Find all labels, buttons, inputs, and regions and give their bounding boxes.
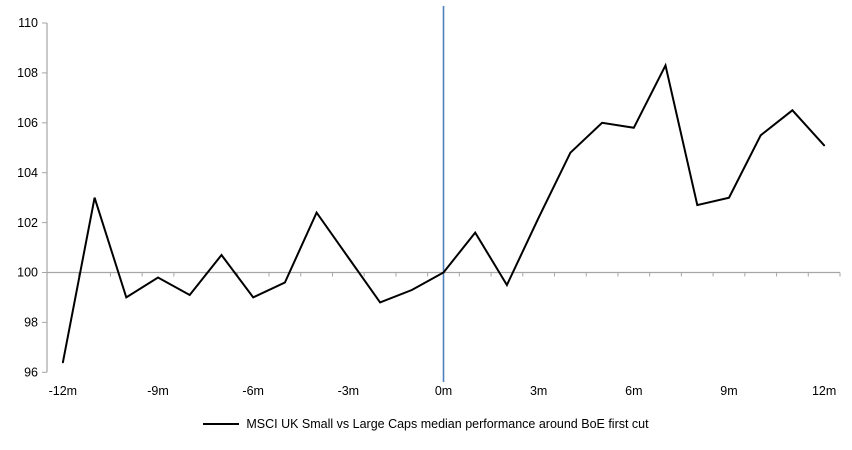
y-axis: 96 98 100 102 104 106 108 110 xyxy=(17,16,48,380)
x-tick-label: -12m xyxy=(49,384,77,398)
legend-label: MSCI UK Small vs Large Caps median perfo… xyxy=(246,417,649,431)
y-tick-label: 100 xyxy=(17,266,38,280)
x-tick-label: -3m xyxy=(338,384,360,398)
y-tick-label: 110 xyxy=(18,16,38,30)
y-tick-label: 98 xyxy=(24,316,38,330)
series-line xyxy=(61,62,826,364)
x-tick-label: -9m xyxy=(147,384,169,398)
y-tick-label: 104 xyxy=(17,166,38,180)
x-tick-label: 3m xyxy=(530,384,547,398)
x-axis-labels: -12m -9m -6m -3m 0m 3m 6m 9m 12m xyxy=(49,384,837,398)
legend: MSCI UK Small vs Large Caps median perfo… xyxy=(0,417,852,431)
legend-line-sample xyxy=(203,423,240,425)
y-tick-label: 102 xyxy=(17,216,38,230)
x-tick-label: 12m xyxy=(812,384,836,398)
y-tick-label: 106 xyxy=(17,116,38,130)
x-tick-label: 9m xyxy=(720,384,737,398)
x-tick-label: 0m xyxy=(435,384,452,398)
y-tick-label: 108 xyxy=(17,66,38,80)
x-tick-label: 6m xyxy=(625,384,642,398)
series-polyline xyxy=(61,62,826,364)
y-tick-label: 96 xyxy=(24,366,38,380)
x-tick-label: -6m xyxy=(242,384,264,398)
line-chart-plot: 96 98 100 102 104 106 108 110 -12m -9m -6m -3m 0m 3m 6… xyxy=(17,6,841,398)
